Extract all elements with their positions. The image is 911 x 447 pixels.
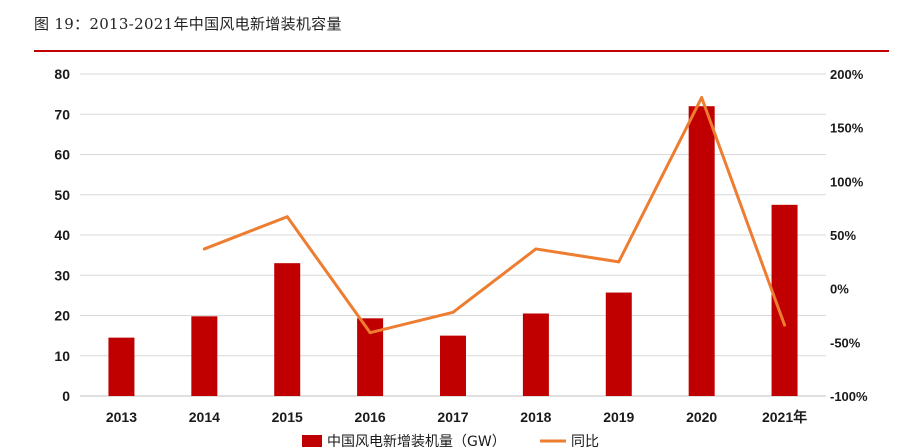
y-tick-label: 80	[54, 66, 70, 82]
legend-line-label: 同比	[571, 434, 599, 447]
x-tick-label: 2017	[437, 409, 468, 425]
y2-tick-label: 200%	[830, 67, 864, 82]
legend-bar-label: 中国风电新增装机量（GW）	[327, 434, 506, 447]
line-point	[451, 310, 455, 314]
bar	[274, 263, 301, 396]
x-tick-label: 2019	[603, 409, 634, 425]
y-tick-label: 50	[54, 187, 70, 203]
x-tick-label: 2015	[272, 409, 303, 425]
bar	[605, 292, 632, 396]
y-tick-label: 0	[62, 388, 70, 404]
y2-tick-label: 100%	[830, 174, 864, 189]
x-tick-label: 2021年	[762, 409, 807, 425]
y2-tick-label: 50%	[830, 228, 856, 243]
caption-rule	[34, 50, 889, 52]
line-point	[368, 331, 372, 335]
line-path	[203, 96, 786, 335]
y-tick-label: 10	[54, 348, 70, 364]
x-tick-label: 2016	[355, 409, 386, 425]
line-series	[202, 96, 787, 335]
line-point	[783, 323, 787, 327]
legend-bar-swatch	[302, 435, 322, 447]
y-tick-label: 60	[54, 147, 70, 163]
x-axis-ticks: 2013 2014 2015 2016 2017 2018 2019 2020 2021年	[106, 409, 807, 425]
left-axis-ticks: 0 10 20 30 40 50 60 70 80	[54, 66, 70, 404]
y2-tick-label: 0%	[830, 282, 849, 297]
bar	[191, 316, 218, 396]
x-tick-label: 2018	[520, 409, 551, 425]
line-point	[202, 247, 206, 251]
y-tick-label: 30	[54, 267, 70, 283]
y2-tick-label: -100%	[830, 389, 868, 404]
x-tick-label: 2014	[189, 409, 220, 425]
bar	[522, 313, 549, 396]
y-tick-label: 40	[54, 227, 70, 243]
y2-tick-label: 150%	[830, 121, 864, 136]
line-point	[700, 96, 704, 100]
right-axis-ticks: -100% -50% 0% 50% 100% 150% 200%	[830, 67, 868, 404]
line-point	[617, 260, 621, 264]
figure-caption: 图 19：2013-2021年中国风电新增装机容量	[34, 15, 342, 33]
y-tick-label: 20	[54, 308, 70, 324]
bar	[108, 337, 135, 396]
bar	[440, 335, 466, 396]
bar	[688, 106, 715, 396]
x-tick-label: 2020	[686, 409, 717, 425]
y-tick-label: 70	[54, 106, 70, 122]
line-point	[534, 247, 538, 251]
x-tick-label: 2013	[106, 409, 137, 425]
legend: 中国风电新增装机量（GW） 同比	[302, 434, 599, 447]
bar-series	[108, 106, 798, 396]
y2-tick-label: -50%	[830, 335, 861, 350]
line-point	[285, 215, 289, 219]
